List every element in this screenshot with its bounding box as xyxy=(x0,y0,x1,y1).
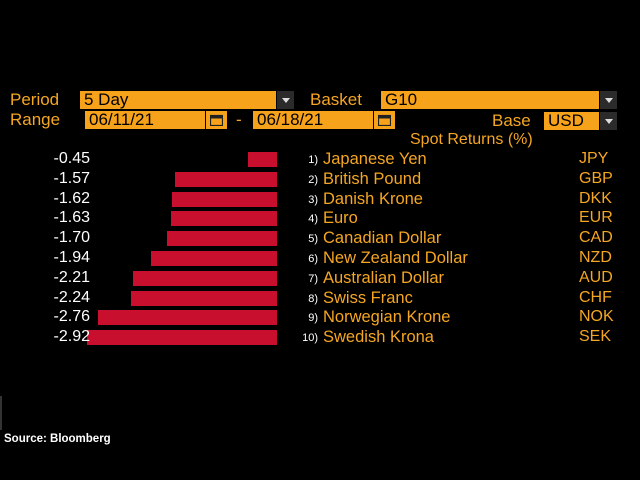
value-label: -2.24 xyxy=(53,288,90,306)
basket-value: G10 xyxy=(385,90,418,109)
range-end-field[interactable]: 06/18/21 xyxy=(253,111,395,129)
range-start-field[interactable]: 06/11/21 xyxy=(85,111,227,129)
currency-name: Canadian Dollar xyxy=(323,229,442,248)
currency-code: NOK xyxy=(579,308,614,326)
currency-code: AUD xyxy=(579,268,613,286)
currency-code: GBP xyxy=(579,169,613,187)
bar-nzd xyxy=(150,251,277,266)
bar-jpy xyxy=(247,152,277,167)
currency-name: New Zealand Dollar xyxy=(323,249,468,267)
currency-code: CAD xyxy=(579,229,613,247)
base-value: USD xyxy=(548,111,584,130)
value-label: -2.92 xyxy=(53,328,90,346)
basket-dropdown[interactable]: G10 xyxy=(381,91,617,109)
currency-name: Japanese Yen xyxy=(323,150,427,168)
left-edge-marker xyxy=(0,396,2,430)
currency-name: Swedish Krona xyxy=(323,328,434,347)
bar-cad xyxy=(166,231,277,247)
value-label: -2.76 xyxy=(53,308,90,326)
source-label: Source: Bloomberg xyxy=(4,433,111,445)
range-label: Range xyxy=(10,110,61,129)
rank-label: 2) xyxy=(308,173,318,186)
currency-name: Danish Krone xyxy=(323,189,423,208)
currency-name: Euro xyxy=(323,209,358,228)
chart-title: Spot Returns (%) xyxy=(410,131,533,148)
currency-code: EUR xyxy=(579,209,613,227)
bar-chf xyxy=(131,290,277,306)
value-label: -1.70 xyxy=(53,229,90,247)
period-dropdown[interactable]: 5 Day xyxy=(80,91,294,109)
value-label: -2.21 xyxy=(53,268,90,286)
rank-label: 10) xyxy=(302,332,318,345)
currency-name: Swiss Franc xyxy=(323,288,413,307)
basket-label: Basket xyxy=(310,90,362,109)
value-label: -0.45 xyxy=(53,150,90,167)
rank-label: 8) xyxy=(308,292,318,305)
bar-sek xyxy=(87,330,277,346)
bar-eur xyxy=(171,211,277,227)
calendar-icon[interactable] xyxy=(205,111,227,129)
bar-dkk xyxy=(171,191,277,207)
range-separator: - xyxy=(236,110,242,129)
rank-label: 1) xyxy=(308,154,318,166)
rank-label: 6) xyxy=(308,253,318,265)
bar-nok xyxy=(97,310,277,326)
chevron-down-icon[interactable] xyxy=(276,91,294,109)
chevron-down-icon[interactable] xyxy=(599,91,617,109)
currency-code: CHF xyxy=(579,288,612,306)
value-label: -1.63 xyxy=(53,209,90,227)
currency-code: NZD xyxy=(579,249,612,266)
range-start-value: 06/11/21 xyxy=(89,110,154,129)
chevron-down-icon[interactable] xyxy=(599,112,617,130)
currency-code: DKK xyxy=(579,189,612,207)
rank-label: 7) xyxy=(308,272,318,285)
value-label: -1.57 xyxy=(53,169,90,187)
calendar-icon[interactable] xyxy=(373,111,395,129)
currency-name: Australian Dollar xyxy=(323,268,445,287)
period-label: Period xyxy=(10,90,60,109)
period-value: 5 Day xyxy=(84,90,129,109)
currency-code: JPY xyxy=(579,150,609,167)
rank-label: 3) xyxy=(308,193,318,206)
currency-code: SEK xyxy=(579,328,612,346)
rank-label: 9) xyxy=(308,312,318,325)
bar-aud xyxy=(133,270,277,286)
base-label: Base xyxy=(492,111,531,130)
currency-name: British Pound xyxy=(323,169,422,188)
rank-label: 5) xyxy=(308,233,318,246)
currency-name: Norwegian Krone xyxy=(323,308,451,327)
bar-gbp xyxy=(174,171,277,187)
value-label: -1.62 xyxy=(53,189,90,207)
base-dropdown[interactable]: USD xyxy=(544,112,617,130)
rank-label: 4) xyxy=(308,213,318,226)
value-label: -1.94 xyxy=(53,249,90,266)
range-end-value: 06/18/21 xyxy=(257,110,324,129)
